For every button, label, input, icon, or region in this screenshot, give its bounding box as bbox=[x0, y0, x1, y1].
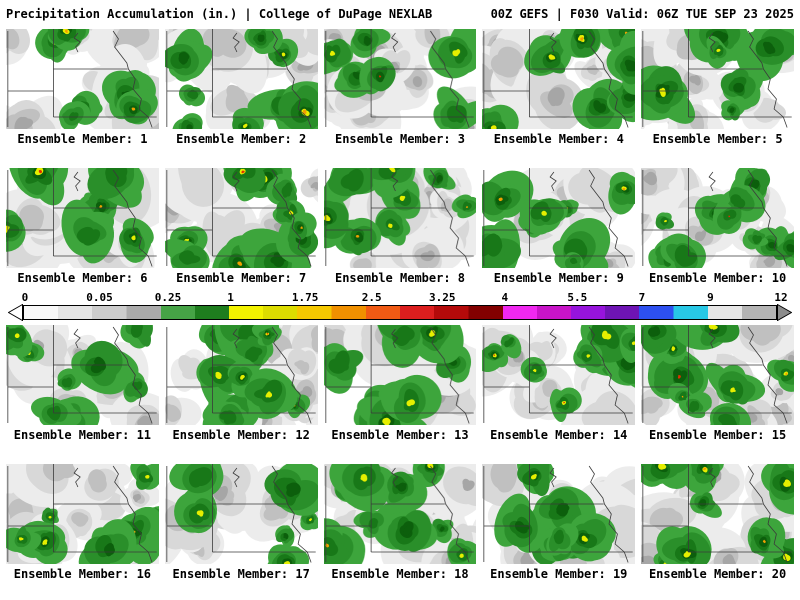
ensemble-label: Ensemble Member: 5 bbox=[652, 132, 783, 146]
ensemble-panel: Ensemble Member: 1 bbox=[6, 29, 159, 146]
ensemble-label: Ensemble Member: 6 bbox=[17, 271, 148, 285]
ensemble-row-2: Ensemble Member: 6 Ensemble Member: 7 Ense… bbox=[0, 168, 800, 285]
colorbar-tick-label: 1.75 bbox=[291, 291, 319, 304]
ensemble-label: Ensemble Member: 14 bbox=[490, 428, 628, 442]
ensemble-panel: Ensemble Member: 5 bbox=[641, 29, 794, 146]
ensemble-row-4: Ensemble Member: 16 Ensemble Member: 17 En… bbox=[0, 464, 800, 581]
precip-map bbox=[482, 464, 636, 564]
colorbar-segment bbox=[570, 306, 640, 319]
ensemble-panel: Ensemble Member: 11 bbox=[6, 325, 159, 442]
precip-map bbox=[641, 29, 794, 129]
ensemble-panel: Ensemble Member: 10 bbox=[641, 168, 794, 285]
ensemble-label: Ensemble Member: 15 bbox=[648, 428, 787, 442]
ensemble-panel: Ensemble Member: 2 bbox=[164, 29, 318, 146]
colorbar-tick-label: 0.05 bbox=[86, 291, 113, 304]
colorbar-segment bbox=[639, 306, 708, 319]
ensemble-panel: Ensemble Member: 20 bbox=[641, 464, 794, 581]
ensemble-label: Ensemble Member: 20 bbox=[648, 567, 787, 581]
ensemble-label: Ensemble Member: 13 bbox=[331, 428, 469, 442]
precip-map bbox=[641, 464, 794, 564]
colorbar-left-arrow-icon bbox=[8, 304, 23, 321]
precip-map bbox=[164, 168, 318, 268]
colorbar-segment bbox=[92, 306, 161, 319]
precip-map bbox=[482, 29, 636, 129]
ensemble-panel: Ensemble Member: 12 bbox=[164, 325, 318, 442]
precip-map bbox=[323, 325, 477, 425]
ensemble-panel: Ensemble Member: 8 bbox=[323, 168, 477, 285]
ensemble-label: Ensemble Member: 19 bbox=[490, 567, 628, 581]
precip-map bbox=[6, 464, 159, 564]
precip-map bbox=[641, 168, 794, 268]
colorbar-segment bbox=[707, 306, 776, 319]
ensemble-panel: Ensemble Member: 16 bbox=[6, 464, 159, 581]
ensemble-panel: Ensemble Member: 18 bbox=[323, 464, 477, 581]
ensemble-panel: Ensemble Member: 14 bbox=[482, 325, 636, 442]
header: Precipitation Accumulation (in.) | Colle… bbox=[0, 0, 800, 23]
precip-map bbox=[6, 325, 159, 425]
ensemble-panel: Ensemble Member: 6 bbox=[6, 168, 159, 285]
ensemble-label: Ensemble Member: 4 bbox=[493, 132, 624, 146]
precip-map bbox=[323, 464, 477, 564]
colorbar-segment bbox=[434, 306, 503, 319]
precip-map bbox=[482, 168, 636, 268]
colorbar-tick-label: 4 bbox=[501, 291, 509, 304]
ensemble-label: Ensemble Member: 10 bbox=[648, 271, 787, 285]
run-valid-time: 00Z GEFS | F030 Valid: 06Z TUE SEP 23 20… bbox=[490, 7, 794, 21]
ensemble-panel: Ensemble Member: 4 bbox=[482, 29, 636, 146]
colorbar-tick-label: 2.5 bbox=[361, 291, 382, 304]
ensemble-label: Ensemble Member: 8 bbox=[334, 271, 466, 285]
ensemble-panel: Ensemble Member: 3 bbox=[323, 29, 477, 146]
colorbar-tick-labels: 0 0.05 0.25 1 1.75 2.5 3.25 4 5.5 7 9 12 bbox=[21, 291, 788, 304]
precip-map bbox=[164, 29, 318, 129]
colorbar-tick-label: 3.25 bbox=[428, 291, 456, 304]
colorbar-tick-label: 12 bbox=[774, 291, 788, 304]
colorbar-tick-label: 0 bbox=[21, 291, 29, 304]
ensemble-label: Ensemble Member: 3 bbox=[334, 132, 466, 146]
colorbar-segments bbox=[23, 305, 777, 320]
ensemble-label: Ensemble Member: 16 bbox=[13, 567, 152, 581]
ensemble-panel: Ensemble Member: 15 bbox=[641, 325, 794, 442]
ensemble-label: Ensemble Member: 1 bbox=[17, 132, 148, 146]
ensemble-label: Ensemble Member: 18 bbox=[331, 567, 469, 581]
colorbar-tick-label: 1 bbox=[227, 291, 234, 304]
ensemble-label: Ensemble Member: 2 bbox=[176, 132, 307, 146]
colorbar-segment bbox=[365, 306, 435, 319]
precip-map bbox=[641, 325, 794, 425]
ensemble-panel: Ensemble Member: 19 bbox=[482, 464, 636, 581]
precip-map bbox=[6, 168, 159, 268]
ensemble-row-3: Ensemble Member: 11 Ensemble Member: 12 En… bbox=[0, 325, 800, 442]
precip-map bbox=[164, 464, 318, 564]
ensemble-label: Ensemble Member: 11 bbox=[13, 428, 152, 442]
ensemble-panel: Ensemble Member: 7 bbox=[164, 168, 318, 285]
colorbar-segment bbox=[229, 306, 298, 319]
ensemble-panel: Ensemble Member: 9 bbox=[482, 168, 636, 285]
ensemble-label: Ensemble Member: 7 bbox=[176, 271, 307, 285]
precip-map bbox=[323, 29, 477, 129]
product-title: Precipitation Accumulation (in.) | Colle… bbox=[6, 7, 433, 21]
ensemble-label: Ensemble Member: 9 bbox=[493, 271, 624, 285]
colorbar-tick-label: 5.5 bbox=[567, 291, 588, 304]
precip-map bbox=[482, 325, 636, 425]
precip-map bbox=[323, 168, 477, 268]
ensemble-label: Ensemble Member: 17 bbox=[172, 567, 310, 581]
ensemble-row-1: Ensemble Member: 1 Ensemble Member: 2 Ense… bbox=[0, 29, 800, 146]
ensemble-panel: Ensemble Member: 17 bbox=[164, 464, 318, 581]
precip-map bbox=[164, 325, 318, 425]
colorbar-tick-label: 7 bbox=[638, 291, 646, 304]
colorbar-tick-label: 9 bbox=[707, 291, 714, 304]
ensemble-label: Ensemble Member: 12 bbox=[172, 428, 310, 442]
colorbar: 0 0.05 0.25 1 1.75 2.5 3.25 4 5.5 7 9 12 bbox=[8, 291, 792, 321]
colorbar-segment bbox=[24, 306, 93, 319]
precip-map bbox=[6, 29, 159, 129]
colorbar-bar bbox=[8, 304, 792, 321]
colorbar-tick-label: 0.25 bbox=[154, 291, 182, 304]
colorbar-segment bbox=[160, 306, 230, 319]
ensemble-panel: Ensemble Member: 13 bbox=[323, 325, 477, 442]
colorbar-segment bbox=[297, 306, 366, 319]
colorbar-right-arrow-icon bbox=[777, 304, 792, 321]
colorbar-segment bbox=[502, 306, 571, 319]
